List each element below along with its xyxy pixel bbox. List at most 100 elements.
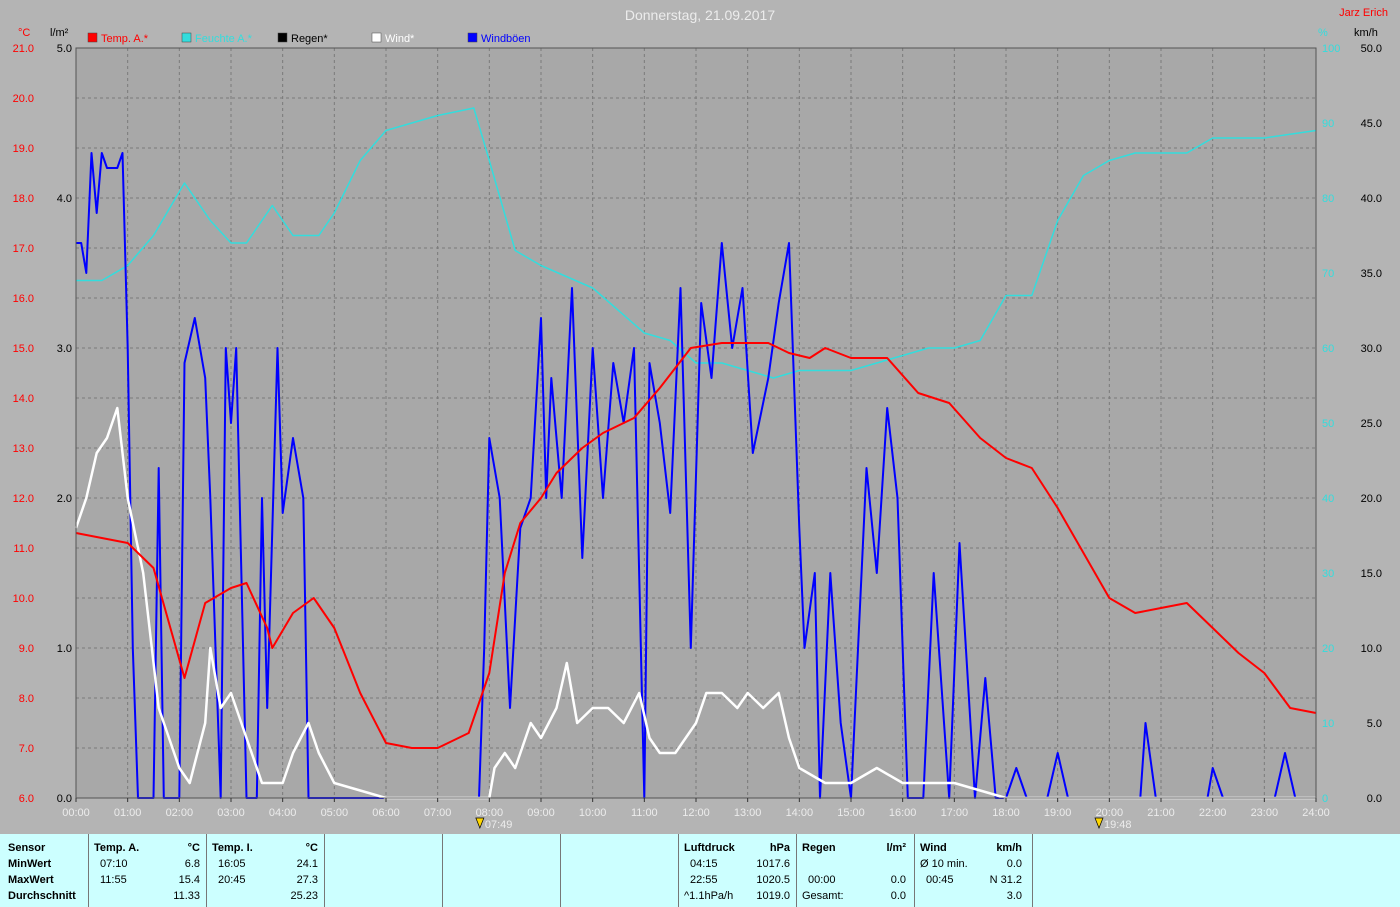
humidity-tick-label: 80 (1322, 193, 1334, 205)
wind-tick-label: 15.0 (1361, 568, 1382, 580)
series-layer (74, 107, 1317, 800)
pressure-max-value: 1020.5 (756, 874, 790, 886)
temp-a-unit: °C (187, 842, 200, 854)
temp-a-min-value: 6.8 (184, 858, 200, 870)
x-tick-label: 02:00 (166, 807, 194, 819)
x-tick-label: 14:00 (786, 807, 814, 819)
pressure-trend-value: 1019.0 (756, 890, 790, 902)
row-label-min: MinWert (8, 858, 52, 870)
temp-tick-label: 11.0 (13, 543, 34, 555)
rain-unit: l/m² (886, 842, 906, 854)
temp-tick-label: 6.0 (19, 793, 34, 805)
humidity-tick-label: 40 (1322, 493, 1334, 505)
temp-tick-label: 18.0 (13, 193, 34, 205)
temp-tick-label: 16.0 (13, 293, 34, 305)
legend: Temp. A.* Feuchte A.* Regen* Wind* Windböen (87, 32, 531, 45)
humidity-tick-label: 20 (1322, 643, 1334, 655)
x-tick-label: 10:00 (579, 807, 607, 819)
wind-tick-label: 40.0 (1361, 193, 1382, 205)
temp-tick-label: 8.0 (19, 693, 34, 705)
x-tick-label: 22:00 (1199, 807, 1227, 819)
humidity-unit-label: % (1318, 27, 1328, 39)
temp-a-avg-value: 11.33 (173, 890, 200, 902)
temp-tick-label: 19.0 (13, 143, 34, 155)
pressure-max-time: 22:55 (690, 874, 718, 886)
separator (88, 834, 89, 907)
x-tick-label: 24:00 (1302, 807, 1330, 819)
humidity-tick-label: 100 (1322, 43, 1340, 55)
x-tick-label: 12:00 (682, 807, 710, 819)
wind-max-time: 00:45 (926, 874, 954, 886)
temp-i-header: Temp. I. (212, 842, 253, 854)
grid (76, 48, 1316, 798)
temp-tick-label: 20.0 (13, 93, 34, 105)
legend-label: Wind* (385, 33, 415, 45)
row-label-avg: Durchschnitt (8, 890, 76, 902)
humidity-tick-label: 10 (1322, 718, 1334, 730)
rain-tick-label: 2.0 (57, 493, 72, 505)
temp-i-min-value: 24.1 (296, 858, 318, 870)
wind-tick-label: 5.0 (1367, 718, 1382, 730)
temp-a-max-time: 11:55 (100, 874, 127, 886)
wind-tick-label: 50.0 (1361, 43, 1382, 55)
humidity-tick-label: 70 (1322, 268, 1334, 280)
legend-swatch (277, 32, 288, 43)
legend-swatch (181, 32, 192, 43)
humidity-tick-label: 60 (1322, 343, 1334, 355)
x-tick-label: 00:00 (62, 807, 90, 819)
sunset-icon (1094, 817, 1104, 829)
temp-unit-label: °C (18, 27, 30, 39)
humidity-tick-label: 90 (1322, 118, 1334, 130)
x-tick-label: 04:00 (269, 807, 297, 819)
x-tick-label: 03:00 (217, 807, 245, 819)
series-line-temp-a (75, 342, 1317, 749)
legend-swatch (87, 32, 98, 43)
separator (914, 834, 915, 907)
rain-total-label: Gesamt: (802, 890, 844, 902)
wind-tick-label: 10.0 (1361, 643, 1382, 655)
sunset-time-label: 19:48 (1104, 819, 1132, 830)
humidity-tick-label: 30 (1322, 568, 1334, 580)
sensor-header: Sensor (8, 842, 46, 854)
x-tick-label: 11:00 (631, 807, 658, 819)
rain-unit-label: l/m² (50, 27, 69, 39)
wind-tick-label: 0.0 (1367, 793, 1382, 805)
x-tick-label: 20:00 (1096, 807, 1124, 819)
separator (560, 834, 561, 907)
sun-markers: 07:49 19:48 (475, 817, 1132, 830)
rain-time: 00:00 (808, 874, 836, 886)
humidity-tick-label: 0 (1322, 793, 1328, 805)
pressure-unit: hPa (769, 842, 790, 854)
wind-avg-value: 0.0 (1006, 858, 1022, 870)
x-tick-label: 19:00 (1044, 807, 1072, 819)
wind-tick-label: 25.0 (1361, 418, 1382, 430)
temp-a-header: Temp. A. (94, 842, 140, 854)
separator (442, 834, 443, 907)
temp-a-min-time: 07:10 (100, 858, 128, 870)
separator (206, 834, 207, 907)
temp-tick-label: 10.0 (13, 593, 34, 605)
wind-avg-label: Ø 10 min. (920, 858, 968, 870)
humidity-tick-label: 50 (1322, 418, 1334, 430)
axis-labels: 00:00 01:00 02:00 03:00 04:00 05:00 06:00 07:00… (13, 43, 1382, 819)
separator (796, 834, 797, 907)
legend-swatch (371, 32, 382, 43)
separator (678, 834, 679, 907)
x-tick-label: 07:00 (424, 807, 452, 819)
row-label-max: MaxWert (8, 874, 54, 886)
rain-tick-label: 0.0 (57, 793, 72, 805)
wind-tick-label: 45.0 (1361, 118, 1382, 130)
temp-i-avg-value: 25.23 (290, 890, 318, 902)
legend-label: Temp. A.* (101, 33, 149, 45)
weather-chart: 00:00 01:00 02:00 03:00 04:00 05:00 06:00 07:00… (13, 7, 1388, 830)
wind-header: Wind (920, 842, 947, 854)
legend-swatch (467, 32, 478, 43)
temp-i-max-value: 27.3 (296, 874, 318, 886)
pressure-trend-label: ^1.1hPa/h (684, 890, 734, 902)
x-tick-label: 06:00 (372, 807, 400, 819)
temp-tick-label: 17.0 (13, 243, 34, 255)
temp-tick-label: 12.0 (13, 493, 34, 505)
temp-tick-label: 9.0 (19, 643, 34, 655)
wind-mean-value: 3.0 (1006, 890, 1022, 902)
x-tick-label: 21:00 (1147, 807, 1175, 819)
